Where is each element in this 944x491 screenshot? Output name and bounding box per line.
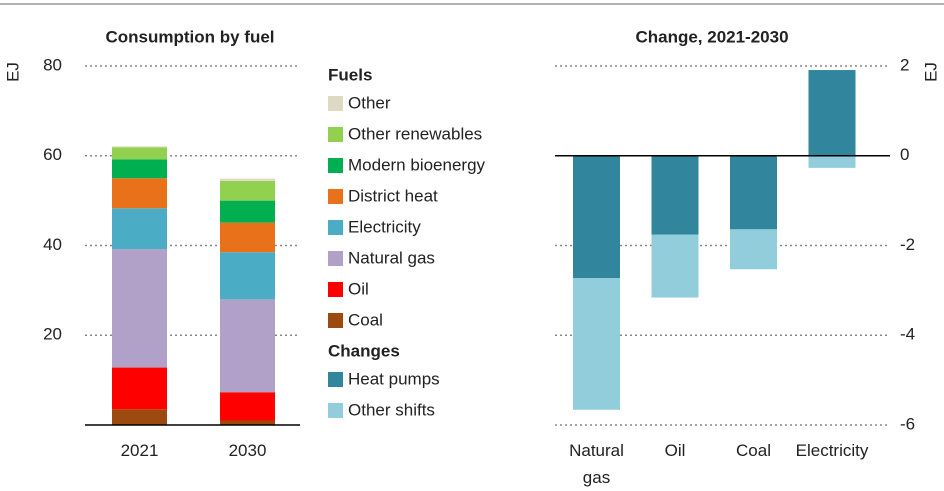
x-tick-label: Coal (736, 441, 771, 460)
bar-segment (220, 180, 275, 201)
bar-segment (573, 155, 620, 279)
bar-segment (220, 222, 275, 253)
bar-segment (112, 409, 167, 425)
legend-title: Fuels (328, 65, 372, 84)
x-tick-label: Oil (664, 441, 686, 460)
bar-segment (808, 70, 856, 156)
bar-segment (808, 155, 856, 168)
legend-label: Modern bioenergy (348, 155, 486, 174)
x-tick-label: 2030 (228, 441, 267, 460)
legend-swatch (328, 220, 343, 235)
chart-title: Change, 2021-2030 (635, 27, 788, 46)
bar-segment (220, 420, 275, 425)
y-tick-label: 2 (900, 55, 909, 74)
legend-label: Natural gas (348, 248, 435, 267)
legend-swatch (328, 127, 343, 142)
bar-segment (220, 299, 275, 393)
bar-segment (220, 392, 275, 421)
y-tick-label: 20 (43, 325, 62, 344)
legend-swatch (328, 372, 343, 387)
legend-title: Changes (328, 341, 400, 360)
legend-swatch (328, 403, 343, 418)
bar-segment (573, 278, 620, 410)
chart-title: Consumption by fuel (105, 27, 274, 46)
bar-segment (651, 155, 699, 235)
legend-swatch (328, 251, 343, 266)
bar-segment (112, 367, 167, 410)
legend-label: Other (348, 93, 391, 112)
bar-segment (220, 178, 275, 181)
y-tick-label: -6 (900, 414, 915, 433)
legend-swatch (328, 96, 343, 111)
y-axis-label: EJ (3, 62, 22, 82)
legend-label: Other renewables (348, 124, 482, 143)
bar-segment (112, 249, 167, 368)
bar-segment (112, 146, 167, 148)
legend-label: Electricity (348, 217, 421, 236)
x-tick-label: Natural gas (569, 441, 624, 487)
legend-label: Other shifts (348, 400, 435, 419)
y-tick-label: -4 (900, 325, 915, 344)
legend-swatch (328, 189, 343, 204)
bar-segment (651, 234, 699, 298)
bar-segment (220, 252, 275, 300)
bar-segment (730, 155, 777, 230)
legend-swatch (328, 158, 343, 173)
y-axis-label: EJ (921, 62, 940, 82)
y-tick-label: 0 (900, 145, 909, 164)
bar-segment (112, 147, 167, 160)
legend-label: Coal (348, 310, 383, 329)
bar-segment (112, 208, 167, 250)
y-tick-label: 80 (43, 55, 62, 74)
legend-label: Oil (348, 279, 369, 298)
x-tick-label: 2021 (120, 441, 159, 460)
y-tick-label: 60 (43, 145, 62, 164)
legend-swatch (328, 282, 343, 297)
legend-label: Heat pumps (348, 369, 440, 388)
bar-segment (112, 159, 167, 179)
bar-segment (112, 178, 167, 209)
bar-segment (220, 200, 275, 223)
y-tick-label: 40 (43, 235, 62, 254)
x-tick-label: Electricity (795, 441, 869, 460)
y-tick-label: -2 (900, 235, 915, 254)
legend-label: District heat (348, 186, 438, 205)
bar-segment (730, 229, 777, 270)
legend-swatch (328, 313, 343, 328)
